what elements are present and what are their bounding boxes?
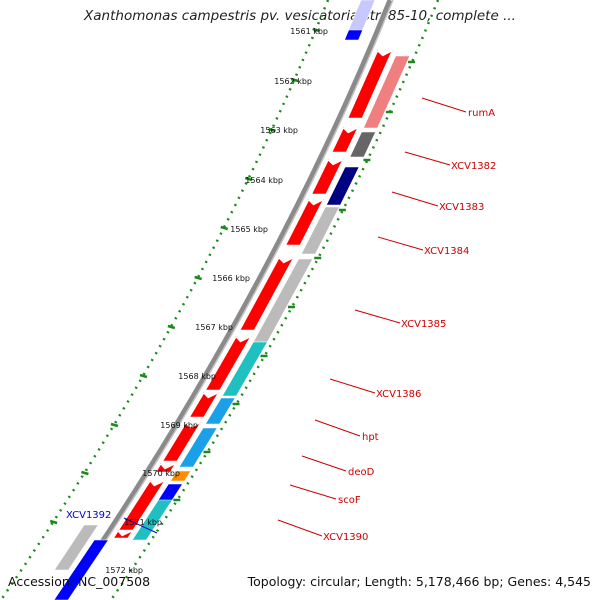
gene-label-XCV1384[interactable]: XCV1384 bbox=[424, 246, 469, 257]
leader-line-3 bbox=[377, 236, 424, 251]
cds-arrow-forward-2 bbox=[311, 158, 346, 195]
gene-label-XCV1382[interactable]: XCV1382 bbox=[451, 161, 496, 172]
cds-arrow-forward-6 bbox=[189, 391, 221, 418]
leader-line-8 bbox=[289, 484, 337, 500]
leader-line-1 bbox=[404, 151, 451, 166]
cog-box-3 bbox=[300, 206, 340, 255]
ruler-lines bbox=[0, 0, 440, 600]
cds-arrow-forward-9 bbox=[118, 479, 168, 531]
cog-box-10 bbox=[131, 499, 173, 541]
gene-label-XCV1385[interactable]: XCV1385 bbox=[401, 319, 446, 330]
gene-label-hpt[interactable]: hpt bbox=[362, 432, 379, 443]
tick-label-1567: 1567 kbp bbox=[195, 323, 233, 332]
backbone-highlight bbox=[65, 0, 394, 600]
cog-box-1 bbox=[349, 131, 377, 158]
cds-arrow-forward-0 bbox=[347, 49, 395, 119]
gene-label-XCV1383[interactable]: XCV1383 bbox=[439, 202, 484, 213]
bottom-gene-blue bbox=[53, 539, 109, 600]
cds-arrow-forward-4 bbox=[239, 256, 296, 331]
ruler-tick-0 bbox=[312, 27, 321, 33]
ruler-tick-7 bbox=[139, 373, 148, 379]
topology-text: Topology: circular; Length: 5,178,466 bp… bbox=[247, 574, 591, 589]
backbone bbox=[60, 0, 394, 600]
ruler-tick-10 bbox=[49, 519, 58, 525]
tick-label-1562: 1562 kbp bbox=[274, 77, 312, 86]
gene-label-XCV1392[interactable]: XCV1392 bbox=[66, 510, 111, 521]
leader-line-9 bbox=[277, 519, 323, 537]
ruler-tick-6 bbox=[167, 324, 176, 330]
label-leaders bbox=[123, 97, 467, 537]
map-title: Xanthomonas campestris pv. vesicatoria s… bbox=[84, 8, 516, 24]
cds-arrow-forward-8 bbox=[155, 462, 178, 473]
ruler-tick-3 bbox=[244, 176, 253, 182]
cog-box-2 bbox=[325, 166, 360, 206]
tick-label-1571: 1571 kbp bbox=[124, 518, 162, 527]
ruler-tick-4 bbox=[220, 225, 229, 231]
tick-label-1565: 1565 kbp bbox=[230, 225, 268, 234]
tick-label-1572: 1572 kbp bbox=[105, 566, 143, 575]
accession-text: Accession: NC_007508 bbox=[8, 574, 151, 589]
cds-arrow-forward-3 bbox=[285, 198, 326, 246]
gene-features bbox=[53, 0, 411, 600]
leader-line-6 bbox=[314, 419, 361, 437]
cds-arrow-forward-5 bbox=[205, 335, 253, 391]
gene-label-XCV1390[interactable]: XCV1390 bbox=[323, 532, 368, 543]
backbone-line bbox=[60, 0, 393, 600]
cog-box-7 bbox=[178, 427, 218, 468]
cds-arrow-forward-10 bbox=[113, 529, 136, 539]
gene-label-XCV1386[interactable]: XCV1386 bbox=[376, 389, 421, 400]
ruler-tick-2 bbox=[268, 127, 276, 133]
ruler-tick-8 bbox=[110, 422, 119, 428]
leader-line-5 bbox=[329, 378, 376, 394]
ruler-tick-5 bbox=[194, 275, 202, 281]
cds-arrow-forward-1 bbox=[331, 126, 361, 153]
cog-box-6 bbox=[204, 397, 236, 425]
tick-label-1570: 1570 kbp bbox=[142, 469, 180, 478]
leader-line-4 bbox=[354, 309, 401, 324]
leader-line-0 bbox=[421, 97, 467, 113]
tick-label-1568: 1568 kbp bbox=[178, 372, 216, 381]
gene-label-scoF[interactable]: scoF bbox=[338, 495, 361, 506]
cog-box-0 bbox=[363, 55, 411, 129]
top-gene-blue bbox=[344, 29, 364, 41]
tick-label-1564: 1564 kbp bbox=[245, 176, 283, 185]
cog-box-5 bbox=[221, 341, 268, 397]
tick-label-1569: 1569 kbp bbox=[160, 421, 198, 430]
cog-box-8 bbox=[169, 470, 192, 482]
tick-label-1563: 1563 kbp bbox=[260, 126, 298, 135]
tick-label-1561: 1561 kbp bbox=[290, 27, 328, 36]
ruler-tick-9 bbox=[81, 470, 89, 476]
gene-label-deoD[interactable]: deoD bbox=[348, 467, 375, 478]
leader-line-XCV1392 bbox=[123, 517, 158, 534]
leader-line-2 bbox=[391, 191, 439, 207]
kbp-tick-labels: 1561 kbp 1562 kbp 1563 kbp 1564 kbp 1565… bbox=[105, 27, 328, 575]
leader-line-7 bbox=[301, 455, 347, 472]
cds-arrow-forward-7 bbox=[162, 421, 203, 462]
bottom-gene-grey bbox=[53, 524, 99, 571]
tick-label-1566: 1566 kbp bbox=[212, 274, 250, 283]
ruler-tick-1 bbox=[290, 77, 299, 83]
gene-labels: rumA XCV1382 XCV1383 XCV1384 XCV1385 XCV… bbox=[66, 108, 496, 543]
gene-label-rumA[interactable]: rumA bbox=[468, 108, 495, 119]
